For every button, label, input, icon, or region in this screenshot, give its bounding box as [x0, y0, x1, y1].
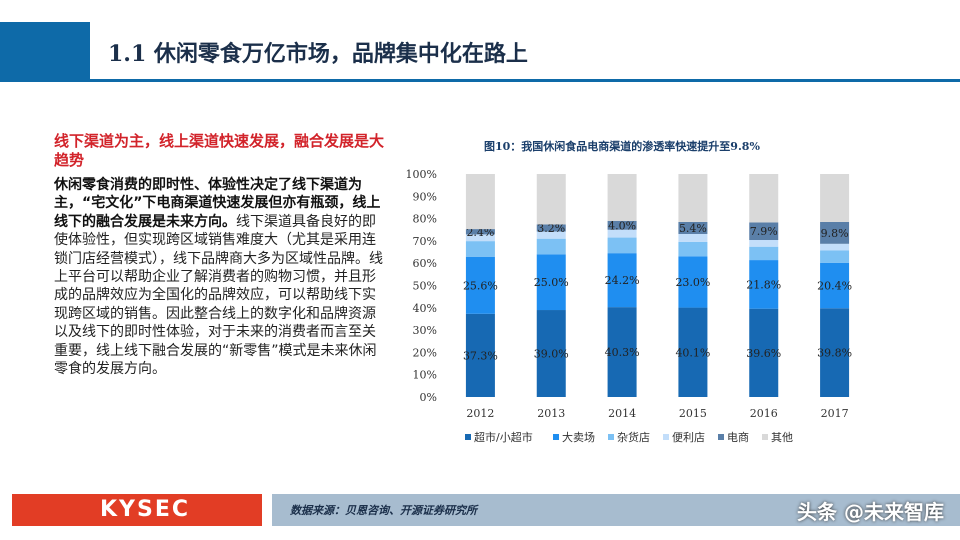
legend-label: 超市/小超市: [474, 430, 533, 444]
watermark: 头条 @未来智库: [797, 500, 944, 524]
bar-segment: [678, 174, 708, 222]
legend-label: 其他: [771, 431, 793, 444]
data-label: 7.9%: [750, 225, 778, 238]
data-label: 3.2%: [537, 222, 565, 235]
data-label: 23.0%: [675, 276, 710, 289]
bar-segment: [536, 238, 566, 255]
legend-swatch: [663, 434, 669, 440]
data-label: 21.8%: [746, 278, 781, 291]
title-accent-block: [0, 22, 90, 82]
bold-lead-text: 休闲零食消费的即时性、体验性决定了线下渠道为主，“宅文化”下电商渠道快速发展但亦…: [54, 177, 381, 230]
bar-segment: [749, 260, 779, 309]
legend-swatch: [465, 434, 471, 440]
data-label: 25.0%: [534, 276, 569, 289]
bar-segment: [536, 310, 566, 397]
y-tick-label: 20%: [413, 346, 437, 359]
bar-segment: [749, 308, 779, 397]
data-label: 9.8%: [821, 227, 849, 240]
bar-segment: [536, 231, 566, 239]
bar-segment: [607, 229, 637, 238]
bar-segment: [678, 256, 708, 308]
bar-segment: [678, 233, 708, 242]
bar-segment: [607, 220, 637, 230]
bar-segment: [465, 241, 495, 257]
y-tick-label: 40%: [413, 302, 437, 315]
left-text-column: 线下渠道为主，线上渠道快速发展，融合发展是大趋势 休闲零食消费的即时性、体验性决…: [54, 132, 384, 378]
bar-segment: [536, 174, 566, 225]
data-label: 40.1%: [675, 346, 710, 359]
highlight-heading: 线下渠道为主，线上渠道快速发展，融合发展是大趋势: [54, 132, 385, 169]
legend-label: 大卖场: [562, 430, 595, 444]
body-text: 线下渠道具备良好的即使体验性，但实现跨区域销售难度大（尤其是采用连锁门店经营模式…: [54, 213, 383, 378]
bar-segment: [536, 224, 566, 232]
bar-segment: [820, 174, 850, 222]
bar-segment: [465, 174, 495, 230]
legend-swatch: [762, 434, 768, 440]
legend-label: 杂货店: [617, 430, 650, 444]
y-tick-label: 90%: [413, 190, 437, 203]
bar-segment: [749, 246, 779, 261]
bar-segment: [465, 313, 495, 397]
bar-segment: [820, 308, 850, 397]
y-tick-label: 50%: [413, 280, 437, 293]
data-label: 5.4%: [679, 222, 707, 235]
bar-segment: [820, 243, 850, 251]
bar-segment: [820, 250, 850, 263]
data-label: 24.2%: [605, 274, 640, 287]
bar-segment: [678, 307, 708, 397]
legend-swatch: [718, 434, 724, 440]
stacked-bar-chart: 0% 10% 20% 30% 40% 50% 60% 70% 80% 90% 100% 37.3% 25…: [406, 168, 853, 444]
bar-segment: [607, 174, 637, 221]
legend-label: 电商: [727, 430, 749, 444]
y-tick-label: 70%: [413, 235, 437, 248]
bar-segment: [465, 234, 495, 242]
footer-bar: [272, 494, 960, 526]
bar-segment: [607, 237, 637, 254]
data-label: 39.8%: [817, 347, 852, 360]
bar-segment: [465, 256, 495, 314]
x-tick-label: 2013: [537, 407, 565, 420]
x-tick-label: 2017: [821, 407, 849, 420]
bar-segment: [678, 221, 708, 234]
bar-segment: [465, 229, 495, 235]
bar-segment: [820, 221, 850, 244]
y-tick-label: 60%: [413, 257, 437, 270]
y-tick-label: 80%: [413, 213, 437, 226]
data-label: 37.3%: [463, 349, 498, 362]
legend-swatch: [608, 434, 614, 440]
title-bar: 1.1 休闲零食万亿市场，品牌集中化在路上: [0, 22, 960, 82]
y-tick-label: 100%: [406, 168, 437, 181]
y-tick-label: 10%: [413, 369, 437, 382]
page-title: 1.1 休闲零食万亿市场，品牌集中化在路上: [108, 41, 528, 67]
data-label: 20.4%: [817, 280, 852, 293]
y-tick-label: 0%: [420, 391, 437, 404]
bar-segment: [536, 254, 566, 311]
y-tick-label: 30%: [413, 324, 437, 337]
bar-segment: [749, 174, 779, 223]
legend-swatch: [553, 434, 559, 440]
data-source: 数据来源：贝恩咨询、开源证券研究所: [290, 504, 477, 517]
chart-title: 图10：我国休闲食品电商渠道的渗透率快速提升至9.8%: [484, 140, 760, 153]
bar-segment: [749, 240, 779, 247]
x-tick-label: 2012: [466, 407, 494, 420]
data-label: 4.0%: [608, 219, 636, 232]
data-label: 39.6%: [746, 347, 781, 360]
legend-label: 便利店: [672, 430, 705, 444]
data-label: 39.0%: [534, 348, 569, 361]
bar-segment: [820, 262, 850, 309]
x-tick-label: 2015: [679, 407, 707, 420]
body-paragraph: 休闲零食消费的即时性、体验性决定了线下渠道为主，“宅文化”下电商渠道快速发展但亦…: [54, 176, 384, 378]
bar-segment: [607, 253, 637, 308]
data-label: 40.3%: [605, 346, 640, 359]
bar-segment: [749, 222, 779, 241]
company-logo: KYSEC: [12, 494, 262, 526]
x-tick-label: 2014: [608, 407, 636, 420]
bar-segment: [607, 307, 637, 397]
data-label: 25.6%: [463, 279, 498, 292]
x-tick-label: 2016: [750, 407, 778, 420]
title-underline: [90, 79, 960, 82]
bar-segment: [678, 241, 708, 257]
